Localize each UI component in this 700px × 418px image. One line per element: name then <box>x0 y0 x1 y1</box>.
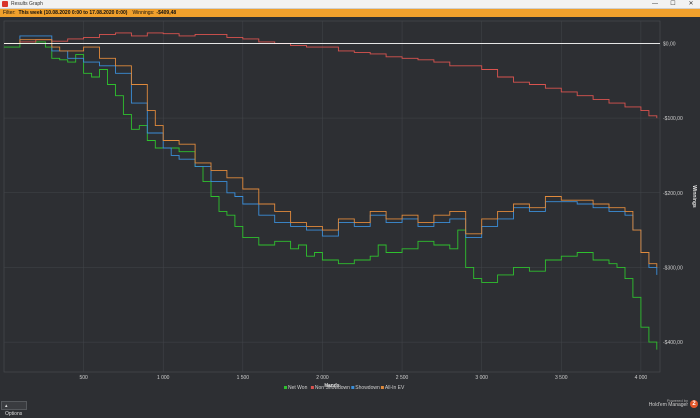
y-tick-label: $0,00 <box>663 41 676 47</box>
filter-bar: Filter: This week (10.08.2020 0:00 to 17… <box>0 9 700 17</box>
x-tick-label: 4 000 <box>635 375 648 381</box>
x-tick-label: 2 000 <box>316 375 329 381</box>
maximize-button[interactable]: ☐ <box>670 1 676 7</box>
options-button[interactable]: ▴ Options <box>1 401 27 417</box>
x-tick-label: 3 000 <box>475 375 488 381</box>
powered-by: Powered by <box>666 398 688 403</box>
y-tick-label: -$300,00 <box>663 265 683 271</box>
y-axis-label: Winnings <box>691 185 697 208</box>
x-axis-label: Hands <box>324 383 340 389</box>
app-icon <box>2 1 8 7</box>
y-tick-label: -$400,00 <box>663 340 683 346</box>
options-label: Options <box>5 411 23 417</box>
winnings-value: -$409,48 <box>156 10 177 16</box>
window-titlebar: Results Graph — ☐ ✕ <box>0 0 700 9</box>
series-line-non-showdown <box>4 32 658 119</box>
y-tick-label: -$200,00 <box>663 191 683 197</box>
results-chart[interactable]: 500 1 000 1 500 2 000 2 500 3 000 3 500 4 000 $0… <box>0 17 700 401</box>
series-line-showdown <box>4 35 658 275</box>
filter-label: Filter: <box>3 10 16 16</box>
branding: Powered by Hold'em Manager <box>649 398 688 408</box>
window-title: Results Graph <box>11 1 43 7</box>
x-tick-label: 3 500 <box>555 375 568 381</box>
y-tick-label: -$100,00 <box>663 116 683 122</box>
legend-item[interactable]: Showdown <box>355 385 380 391</box>
hm2-logo-icon: 2 <box>690 400 698 408</box>
x-tick-label: 1 500 <box>237 375 250 381</box>
options-icon: ▴ <box>5 403 8 409</box>
legend-swatch <box>380 386 384 389</box>
legend-item[interactable]: All-In EV <box>385 385 405 391</box>
minimize-button[interactable]: — <box>652 1 658 7</box>
legend-swatch <box>284 386 287 389</box>
filter-value[interactable]: This week (10.08.2020 0:00 to 17.08.2020… <box>18 10 128 16</box>
legend-item[interactable]: Net Won <box>288 385 308 391</box>
product-name: Hold'em Manager <box>648 402 688 408</box>
series-line-all-in-ev <box>4 39 658 268</box>
close-button[interactable]: ✕ <box>688 1 694 7</box>
legend-swatch <box>310 386 314 389</box>
series-line-net-won <box>4 41 658 350</box>
winnings-label: Winnings: <box>132 10 155 16</box>
x-tick-label: 1 000 <box>157 375 170 381</box>
window-controls: — ☐ ✕ <box>646 0 700 8</box>
legend-swatch <box>351 386 355 389</box>
legend-item[interactable]: Non Showdown <box>315 385 350 391</box>
x-tick-label: 2 500 <box>396 375 409 381</box>
x-tick-label: 500 <box>79 375 88 381</box>
